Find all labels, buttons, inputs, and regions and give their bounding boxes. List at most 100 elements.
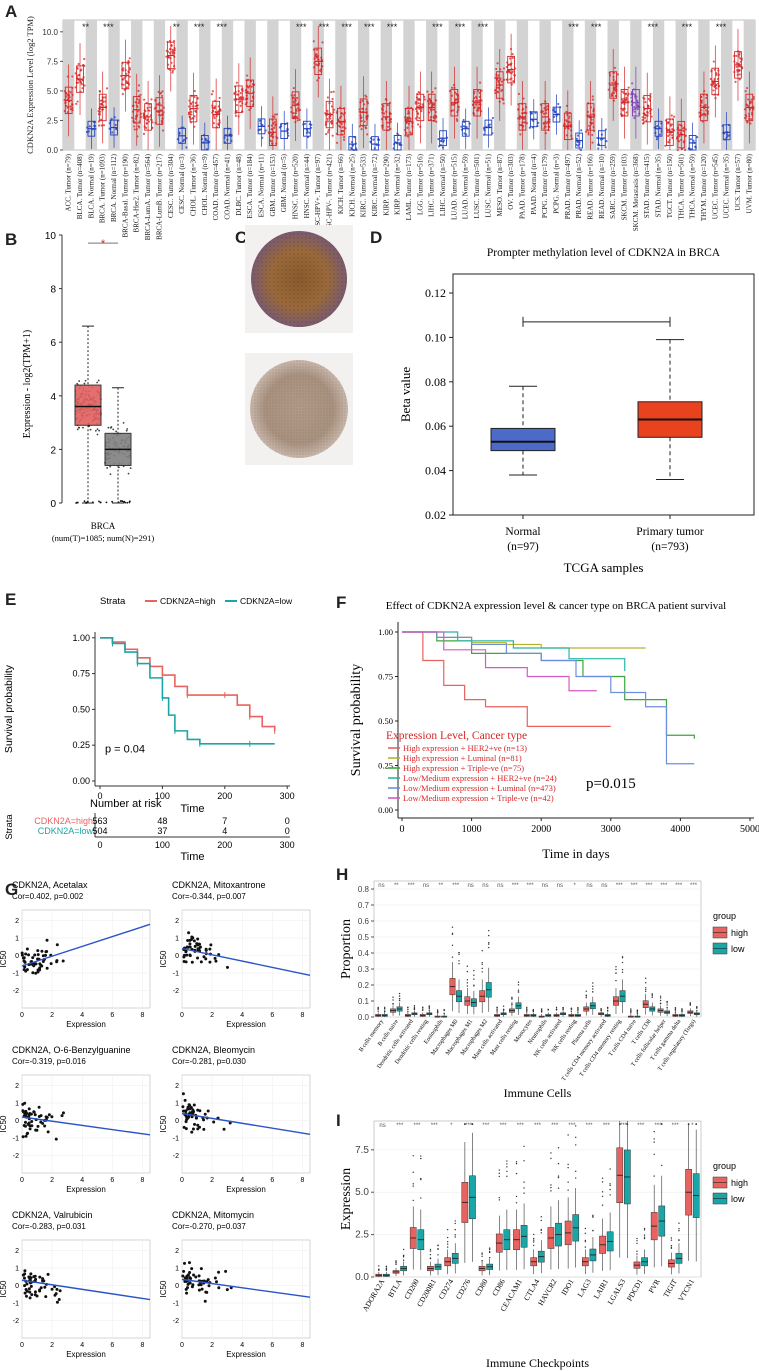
panel-h-outlier	[398, 995, 401, 997]
panel-i-outlier	[429, 1250, 432, 1252]
panel-a-point	[292, 115, 295, 118]
panel-h-outlier	[689, 1002, 691, 1004]
panel-f-title: Effect of CDKN2A expression level & canc…	[386, 600, 726, 612]
panel-a-xtick-label: THYM. Tumor (n=120)	[700, 153, 708, 221]
panel-i-outlier	[584, 1246, 587, 1248]
panel-f-ytick-label: 0.25	[378, 761, 393, 771]
panel-h-outlier	[526, 1006, 528, 1009]
panel-a-point	[631, 82, 634, 85]
panel-a-sig: ***	[194, 22, 205, 32]
panel-a-point	[512, 80, 515, 83]
panel-g-plot-title: CDKN2A, Mitomycin	[172, 1210, 254, 1220]
panel-g-xtick-label: 2	[210, 1177, 214, 1184]
panel-a-point	[270, 124, 273, 127]
panel-g-point	[197, 942, 201, 946]
panel-a-point	[591, 141, 594, 144]
panel-a-point	[133, 128, 136, 131]
panel-h-outlier	[496, 1006, 498, 1008]
panel-a-sig: **	[82, 22, 90, 32]
panel-b-point	[84, 379, 87, 382]
panel-a-point	[703, 104, 706, 108]
panel-a-point	[575, 137, 578, 141]
panel-h-outlier	[630, 1009, 632, 1012]
panel-a-point	[417, 102, 420, 105]
panel-a-point	[193, 95, 196, 99]
panel-f-ytick-label: 0.00	[378, 805, 393, 815]
panel-a-point	[250, 85, 253, 88]
panel-g-point	[204, 1290, 208, 1294]
panel-h-sig: ***	[616, 883, 624, 889]
panel-g-point	[23, 1272, 27, 1276]
panel-i-outlier	[378, 1265, 380, 1267]
panel-g-point	[25, 1282, 29, 1286]
panel-g-point	[185, 1117, 189, 1121]
panel-i-outlier	[567, 1134, 569, 1136]
panel-a-point	[455, 92, 458, 96]
panel-i-outlier	[567, 1189, 569, 1191]
panel-a-point	[426, 90, 429, 93]
panel-h-outlier	[428, 1007, 430, 1010]
panel-g-point	[55, 1300, 59, 1304]
panel-g-point	[60, 1114, 64, 1118]
panel-h-outlier	[666, 1006, 668, 1009]
panel-a-xtick-label: READ. Tumor (n=166)	[587, 153, 595, 219]
panel-d-ytick-label: 0.10	[425, 330, 446, 344]
panel-a-point	[362, 103, 366, 106]
panel-i-outlier	[678, 1227, 680, 1230]
panel-f-ytick-label: 1.00	[378, 627, 393, 637]
panel-i-outlier	[678, 1230, 680, 1232]
panel-e-risk-xlabel: Time	[180, 851, 204, 863]
panel-a-point	[416, 123, 420, 126]
panel-i-outlier	[498, 1199, 500, 1201]
panel-a-sig: **	[173, 22, 181, 32]
panel-g-ytick-label: -2	[13, 988, 19, 995]
panel-a-point	[185, 146, 188, 149]
panel-h-sig: ***	[452, 883, 460, 889]
panel-a-xtick-label: TGCT. Tumor (n=150)	[666, 153, 674, 218]
panel-g-point	[185, 953, 189, 957]
panel-i-outlier	[437, 1248, 439, 1250]
panel-b-zero-point	[75, 502, 78, 504]
panel-a-xtick-label: UCEC. Tumor (n=545)	[711, 153, 719, 219]
panel-a-xtick-label: LIHC. Tumor (n=371)	[428, 153, 436, 217]
panel-h-legend-label: high	[731, 928, 748, 938]
panel-g-point	[24, 1112, 28, 1116]
panel-a-point	[596, 136, 599, 140]
panel-a-point	[71, 75, 74, 78]
panel-a-point	[330, 121, 334, 124]
panel-a-point	[69, 105, 72, 108]
panel-g-xtick-label: 2	[210, 1342, 214, 1349]
panel-h-outlier	[570, 1010, 573, 1012]
panel-a-point	[292, 101, 296, 104]
panel-h-outlier	[384, 1007, 386, 1010]
panel-a-point	[298, 118, 301, 121]
panel-a-point	[423, 98, 426, 101]
panel-g-ytick-label: 0	[175, 1283, 179, 1290]
panel-h-outlier	[517, 991, 520, 993]
panel-b-zero-point	[111, 500, 114, 503]
panel-i-outlier	[412, 1155, 414, 1157]
panel-g-xtick-label: 8	[141, 1012, 145, 1019]
panel-g-point	[46, 1130, 50, 1134]
panel-h-outlier	[407, 1008, 409, 1011]
panel-i-outlier	[395, 1263, 397, 1265]
panel-b-point	[118, 466, 120, 469]
panel-h-outlier	[398, 998, 401, 1000]
panel-h-outlier	[392, 1003, 394, 1005]
panel-a-point	[735, 65, 738, 68]
panel-label-h: H	[336, 865, 349, 884]
panel-h-outlier	[451, 926, 454, 928]
panel-a-point	[567, 117, 570, 120]
panel-a-xtick-label: LGG. Tumor (n=516)	[416, 153, 424, 215]
panel-g-fit-line	[21, 1116, 151, 1136]
panel-d-xtick-n: (n=793)	[651, 541, 688, 553]
panel-a-point	[244, 103, 247, 106]
panel-e-risk-value: 504	[92, 826, 107, 836]
panel-g-point	[29, 1284, 33, 1288]
panel-g-xlabel: Expression	[66, 1185, 106, 1194]
panel-b-box	[74, 384, 102, 426]
panel-g-ytick-label: 1	[15, 1266, 19, 1273]
panel-a-xtick-label: HNSC-HPV+. Tumor (n=97)	[314, 153, 322, 236]
panel-g-point	[182, 1261, 186, 1265]
panel-a-point	[480, 89, 483, 92]
